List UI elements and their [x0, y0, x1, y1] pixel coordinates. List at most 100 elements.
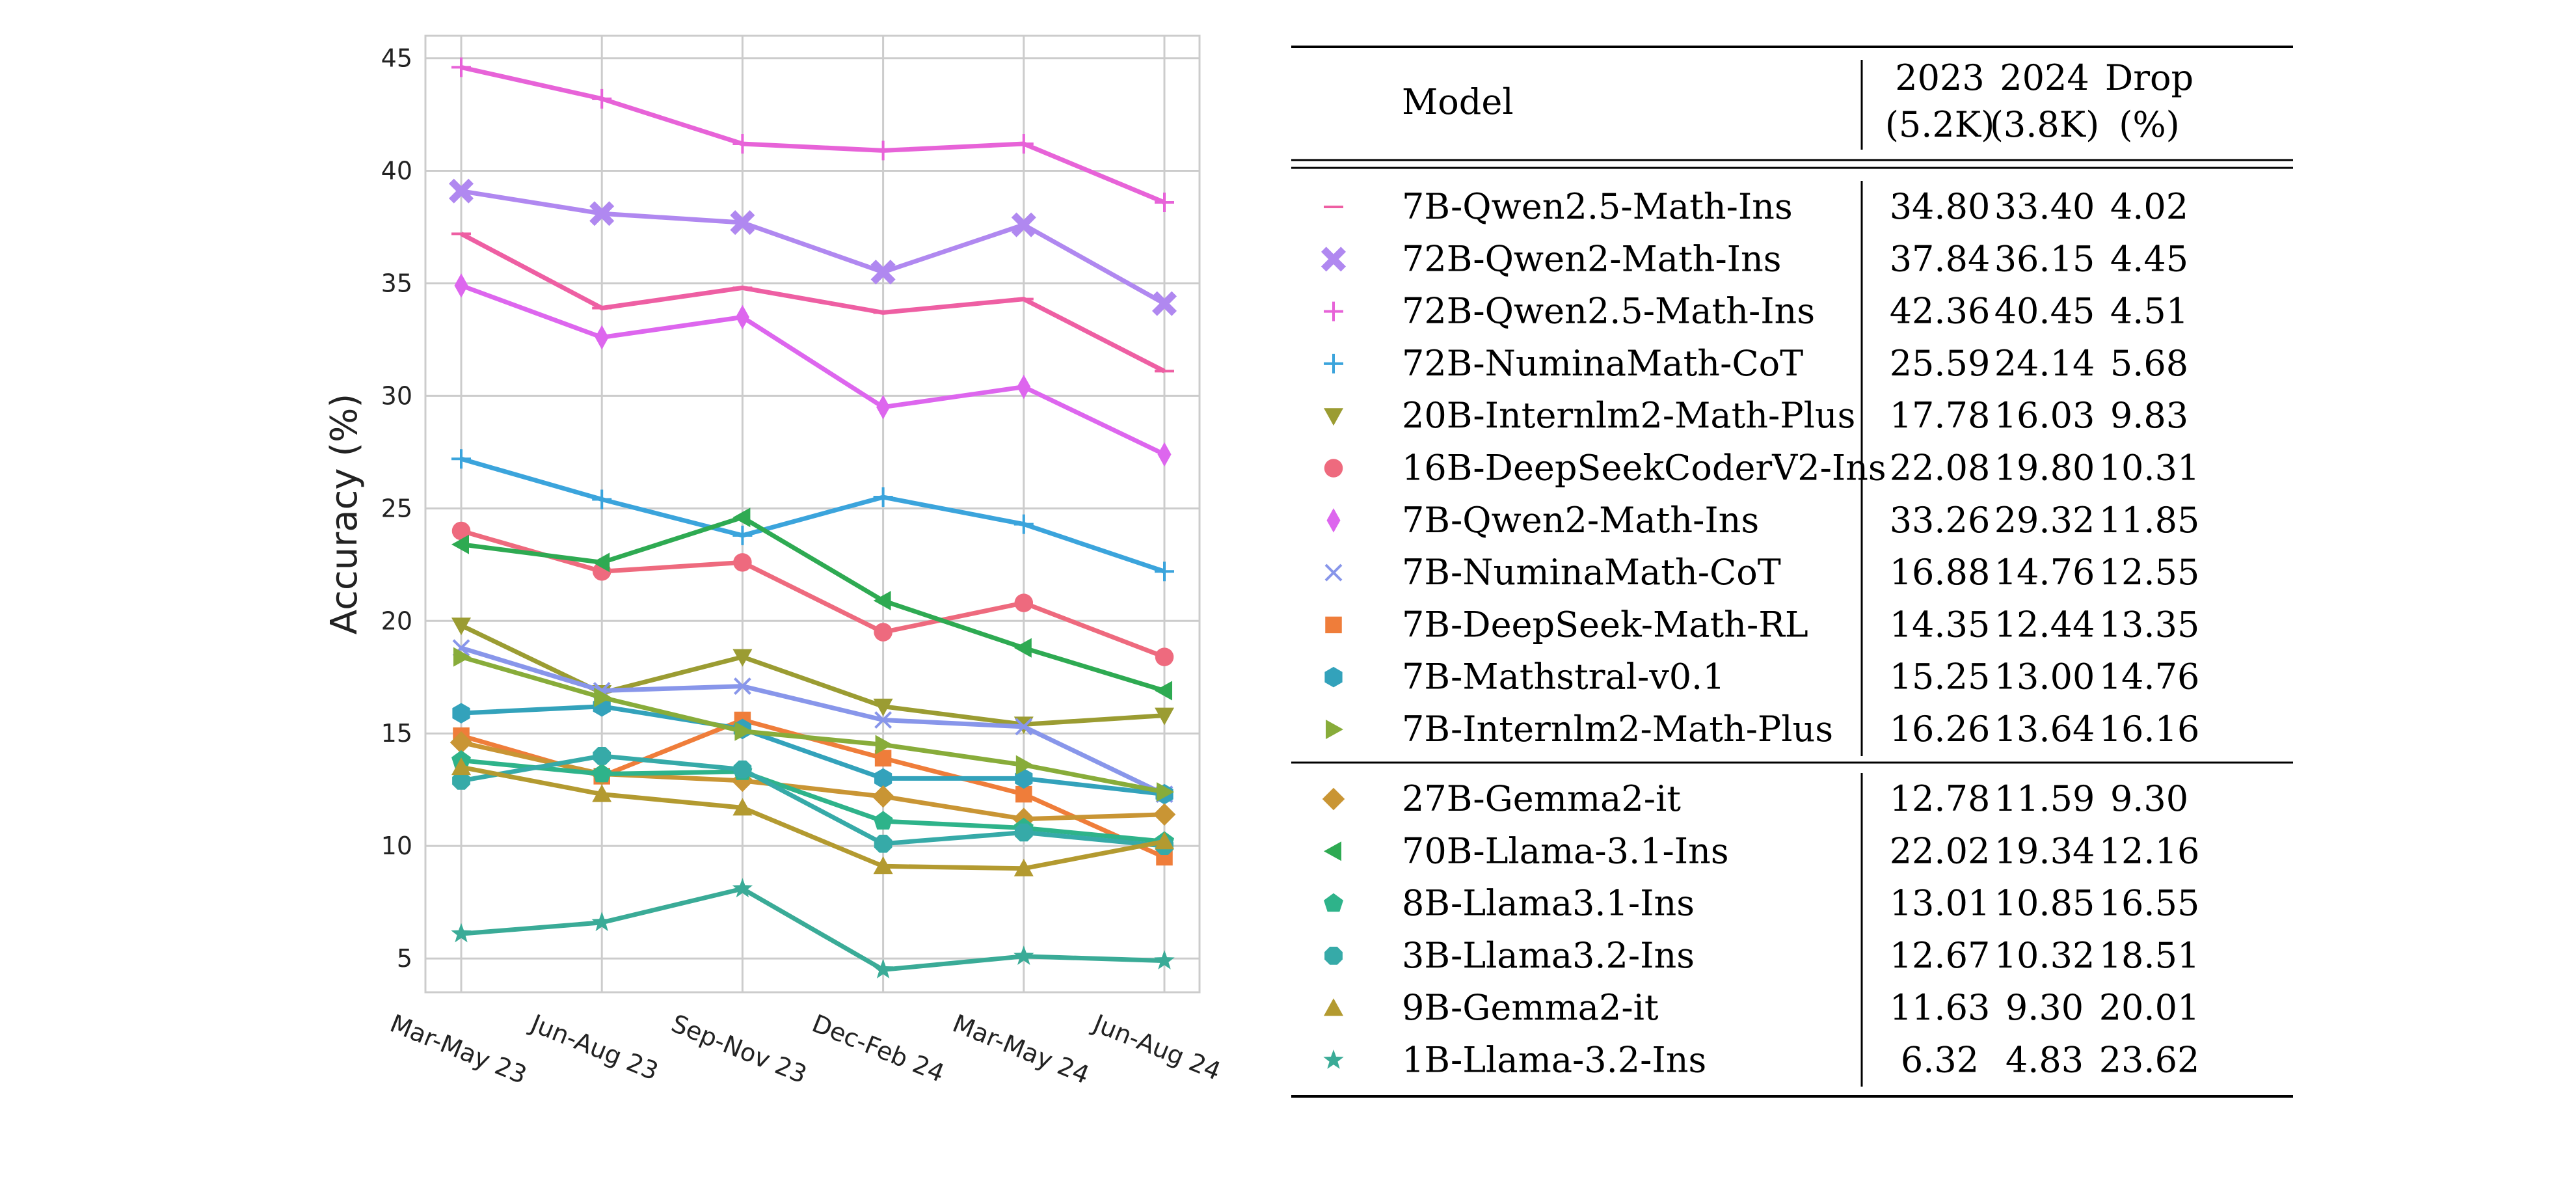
series-marker [734, 721, 753, 741]
table-2024-cell: 19.80 [1994, 448, 2095, 489]
series-marker [1324, 301, 1343, 321]
series-marker [453, 647, 471, 667]
table-2023-cell: 12.67 [1890, 935, 1991, 976]
series-marker [452, 772, 470, 790]
series-marker [1013, 945, 1034, 965]
series [451, 508, 1172, 701]
table-model-cell: 7B-NuminaMath-CoT [1402, 552, 1781, 593]
table-2023-cell: 42.36 [1890, 291, 1991, 332]
table-drop-cell: 9.83 [2110, 395, 2188, 436]
table-model-cell: 72B-NuminaMath-CoT [1402, 343, 1803, 384]
series-marker [873, 487, 893, 508]
series-marker [1155, 832, 1174, 850]
series-marker [451, 923, 472, 943]
header-2024: 2024 [2000, 57, 2089, 98]
table-drop-cell: 16.16 [2099, 709, 2200, 750]
y-tick-label: 25 [381, 494, 412, 522]
series [452, 747, 1174, 855]
header-drop-unit: (%) [2119, 104, 2179, 145]
series-marker [592, 489, 612, 509]
table-2023-cell: 16.26 [1890, 709, 1991, 750]
table-2024-cell: 24.14 [1994, 343, 2095, 384]
table-2023-cell: 13.01 [1890, 883, 1991, 924]
table-2023-cell: 17.78 [1890, 395, 1991, 436]
series-marker [873, 856, 893, 874]
table-drop-cell: 23.62 [2099, 1040, 2200, 1081]
series-marker [874, 623, 892, 642]
series-marker [1324, 947, 1343, 965]
table-drop-cell: 13.35 [2099, 604, 2200, 645]
y-tick-label: 35 [381, 269, 412, 297]
series-marker [1323, 1050, 1344, 1069]
table-2023-cell: 6.32 [1901, 1040, 1979, 1081]
table-2024-cell: 19.34 [1994, 830, 2095, 871]
series-marker [732, 649, 753, 667]
series-line [460, 645, 1166, 796]
series-marker [874, 834, 892, 853]
table-model-cell: 72B-Qwen2-Math-Ins [1402, 238, 1782, 279]
table-2023-cell: 12.78 [1890, 778, 1991, 819]
x-tick-label: Dec-Feb 24 [808, 1009, 948, 1088]
table-drop-cell: 11.85 [2099, 500, 2200, 541]
series-marker [1015, 718, 1033, 736]
table-drop-cell: 16.55 [2099, 883, 2200, 924]
series-marker [730, 210, 755, 236]
series-marker [592, 784, 612, 802]
table-2024-cell: 16.03 [1994, 395, 2095, 436]
y-tick-label: 30 [381, 381, 412, 410]
series-marker [1324, 353, 1343, 373]
table-2024-cell: 9.30 [2006, 987, 2084, 1028]
y-tick-label: 20 [381, 606, 412, 635]
table-model-cell: 72B-Qwen2.5-Math-Ins [1402, 291, 1815, 332]
header-2023-count: (5.2K) [1885, 104, 1994, 145]
series-line [460, 283, 1166, 457]
series-line [461, 64, 1166, 205]
series-marker [1151, 291, 1177, 316]
series-marker [452, 703, 470, 724]
series-line [461, 655, 1165, 794]
table-2023-cell: 15.25 [1890, 657, 1991, 698]
series-marker [1322, 787, 1345, 811]
series-marker [1324, 841, 1341, 861]
series-line [461, 753, 1165, 848]
series-marker [873, 811, 893, 830]
series [451, 521, 1174, 666]
header-2023: 2023 [1895, 57, 1984, 98]
series-marker [873, 141, 893, 161]
series-marker [1324, 998, 1343, 1016]
series-marker [872, 958, 894, 979]
table-2023-cell: 25.59 [1890, 343, 1991, 384]
series-marker [874, 768, 892, 789]
table-model-cell: 27B-Gemma2-it [1402, 778, 1681, 819]
series-line [461, 886, 1165, 972]
table-2024-cell: 10.32 [1994, 935, 2095, 976]
series-marker [873, 591, 891, 611]
table-drop-cell: 4.02 [2110, 186, 2188, 227]
series-marker [733, 677, 751, 696]
series-line [461, 765, 1165, 871]
series-marker [876, 394, 891, 420]
table-model-cell: 8B-Llama3.1-Ins [1402, 883, 1695, 924]
series-marker [1154, 950, 1175, 969]
table-2024-cell: 13.64 [1994, 709, 2095, 750]
series-marker [1017, 374, 1031, 400]
series-marker [589, 201, 615, 226]
series-marker [1325, 616, 1342, 634]
table-drop-cell: 9.30 [2110, 778, 2188, 819]
table-model-cell: 7B-Mathstral-v0.1 [1402, 657, 1725, 698]
series-line [461, 515, 1166, 693]
series-marker [1014, 593, 1034, 612]
series-marker [1324, 408, 1343, 426]
table-2023-cell: 33.26 [1890, 500, 1991, 541]
series-marker [733, 760, 752, 779]
series-line [461, 740, 1165, 822]
table-model-cell: 7B-Qwen2.5-Math-Ins [1402, 186, 1793, 227]
table-model-cell: 7B-Qwen2-Math-Ins [1402, 500, 1759, 541]
series-marker [1013, 514, 1034, 534]
x-tick-label: Mar-May 23 [386, 1009, 531, 1090]
table-drop-cell: 20.01 [2099, 987, 2200, 1028]
series-marker [1155, 681, 1172, 701]
table-drop-cell: 5.68 [2110, 343, 2188, 384]
table-2023-cell: 22.08 [1890, 448, 1991, 489]
series-marker [1014, 823, 1033, 842]
